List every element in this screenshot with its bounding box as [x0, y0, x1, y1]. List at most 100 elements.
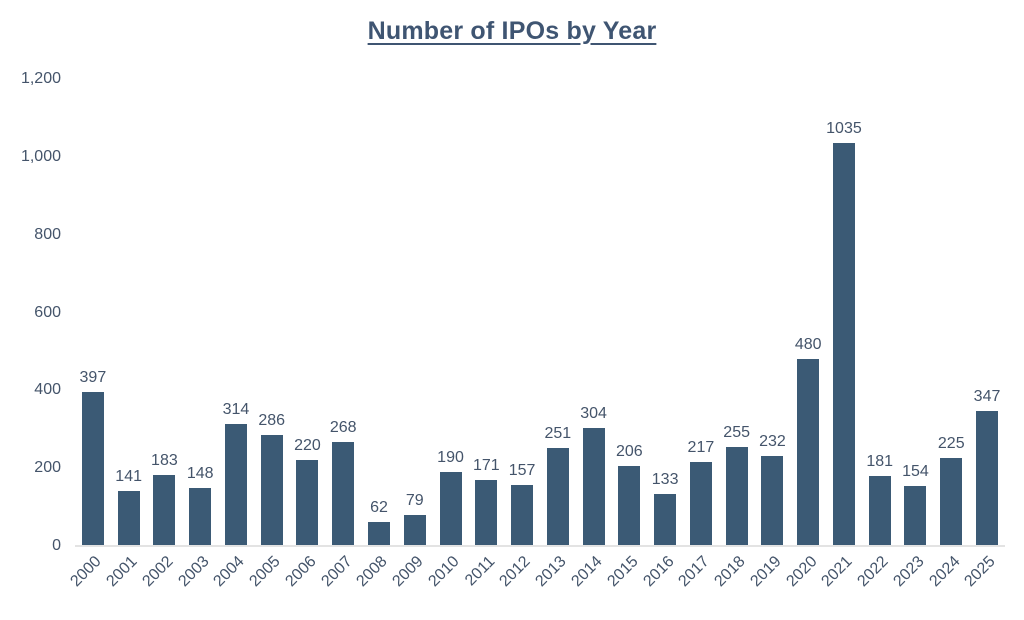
bar-value-label: 225	[937, 435, 965, 453]
bar-value-label: 190	[437, 449, 464, 467]
y-axis: 1,200 1,000 800 600 400 200 0	[0, 0, 61, 620]
bar-column: 304 2014	[568, 79, 612, 590]
bar	[761, 455, 784, 546]
x-tick-label: 2015	[604, 553, 642, 591]
x-tick-label: 2017	[675, 553, 713, 591]
x-tick-label: 2023	[890, 553, 928, 591]
bar	[368, 521, 390, 546]
bar-value-label: 133	[651, 471, 679, 489]
bar-column: 133 2016	[640, 79, 683, 590]
bar	[797, 359, 820, 546]
bar	[940, 458, 963, 546]
bar	[224, 423, 247, 546]
x-tick-label: 2003	[175, 553, 213, 591]
x-tick-label: 2014	[568, 553, 606, 591]
bar-value-label: 181	[866, 452, 894, 470]
bar-column: 79 2009	[390, 79, 433, 590]
bar-value-label: 480	[794, 336, 822, 354]
bar-column: 347 2025	[962, 79, 1005, 590]
bar	[832, 143, 855, 546]
bar	[403, 515, 426, 546]
bar-series: 397 2000 141 2001 183 2002 148 2003 314 2004 286 20…	[68, 79, 1005, 591]
bar-column: 251 2013	[533, 79, 576, 590]
bar-column: 480 2020	[783, 79, 826, 590]
bar-value-label: 220	[294, 437, 321, 455]
bar-value-label: 347	[973, 388, 1001, 405]
bar	[976, 411, 999, 546]
y-tick-label: 600	[34, 303, 61, 321]
bar-value-label: 217	[687, 438, 715, 456]
bar	[81, 391, 104, 546]
bar-column: 157 2012	[497, 79, 540, 590]
bar	[868, 475, 891, 546]
bar-value-label: 79	[405, 492, 424, 510]
bar-column: 183 2002	[139, 79, 183, 590]
x-tick-label: 2012	[496, 553, 535, 591]
x-axis-line	[75, 545, 1005, 547]
bar	[117, 491, 140, 546]
bar-value-label: 148	[186, 465, 214, 483]
bar-value-label: 255	[723, 423, 751, 441]
x-tick-label: 2000	[67, 553, 105, 591]
bar-value-label: 232	[759, 432, 786, 450]
x-tick-label: 2006	[282, 553, 320, 591]
bar-value-label: 154	[902, 463, 929, 481]
bar-value-label: 268	[329, 418, 357, 436]
bar-column: 255 2018	[712, 79, 755, 590]
bar-column: 286 2005	[247, 79, 290, 590]
bar-column: 62 2008	[354, 79, 397, 590]
x-tick-label: 2009	[389, 553, 427, 591]
bar-value-label: 141	[115, 468, 142, 486]
x-tick-label: 2005	[246, 553, 284, 591]
bar-value-label: 397	[79, 368, 107, 386]
bar-column: 181 2022	[855, 79, 898, 591]
bar-column: 268 2007	[318, 79, 361, 590]
bar-value-label: 157	[508, 461, 536, 479]
x-tick-label: 2024	[926, 553, 964, 591]
bar-value-label: 251	[544, 425, 572, 443]
x-tick-label: 2010	[425, 553, 463, 591]
bar-column: 225 2024	[926, 79, 969, 590]
bar	[725, 446, 748, 546]
y-tick-label: 400	[34, 381, 61, 399]
bar-column: 154 2023	[890, 79, 934, 590]
bar	[475, 479, 498, 546]
bar-value-label: 286	[258, 411, 286, 429]
y-tick-label: 200	[34, 459, 61, 477]
bar-value-label: 183	[151, 451, 178, 469]
bar	[904, 486, 927, 546]
bar	[260, 434, 283, 546]
bar	[189, 488, 212, 546]
y-tick-label: 1,200	[20, 70, 61, 87]
y-tick-label: 0	[52, 537, 61, 554]
bar-column: 314 2004	[211, 79, 254, 590]
y-tick-label: 800	[34, 225, 61, 243]
x-tick-label: 2022	[854, 553, 892, 591]
chart-title: Number of IPOs by Year	[367, 17, 657, 45]
x-tick-label: 2011	[461, 553, 499, 590]
bar-column: 148 2003	[175, 79, 218, 590]
x-tick-label: 2007	[318, 553, 356, 591]
bar	[546, 448, 569, 546]
bar	[582, 427, 605, 546]
x-tick-label: 2004	[210, 553, 248, 591]
x-tick-label: 2016	[639, 553, 678, 591]
bar-value-label: 206	[616, 442, 643, 460]
bar	[511, 484, 534, 546]
bar	[332, 441, 355, 546]
bar	[296, 460, 319, 546]
bar-column: 217 2017	[676, 79, 719, 591]
bar-column: 141 2001	[103, 79, 147, 590]
y-tick-label: 1,000	[20, 147, 61, 165]
bar	[439, 472, 462, 546]
x-tick-label: 2018	[711, 553, 749, 591]
bar-value-label: 314	[222, 400, 250, 418]
bar-column: 171 2011	[462, 79, 504, 590]
bar-column: 190 2010	[425, 79, 469, 590]
x-tick-label: 2025	[961, 553, 1000, 591]
bar	[654, 494, 677, 546]
bar-column: 206 2015	[604, 79, 647, 590]
x-tick-label: 2020	[783, 553, 821, 591]
x-tick-label: 2021	[818, 553, 856, 591]
